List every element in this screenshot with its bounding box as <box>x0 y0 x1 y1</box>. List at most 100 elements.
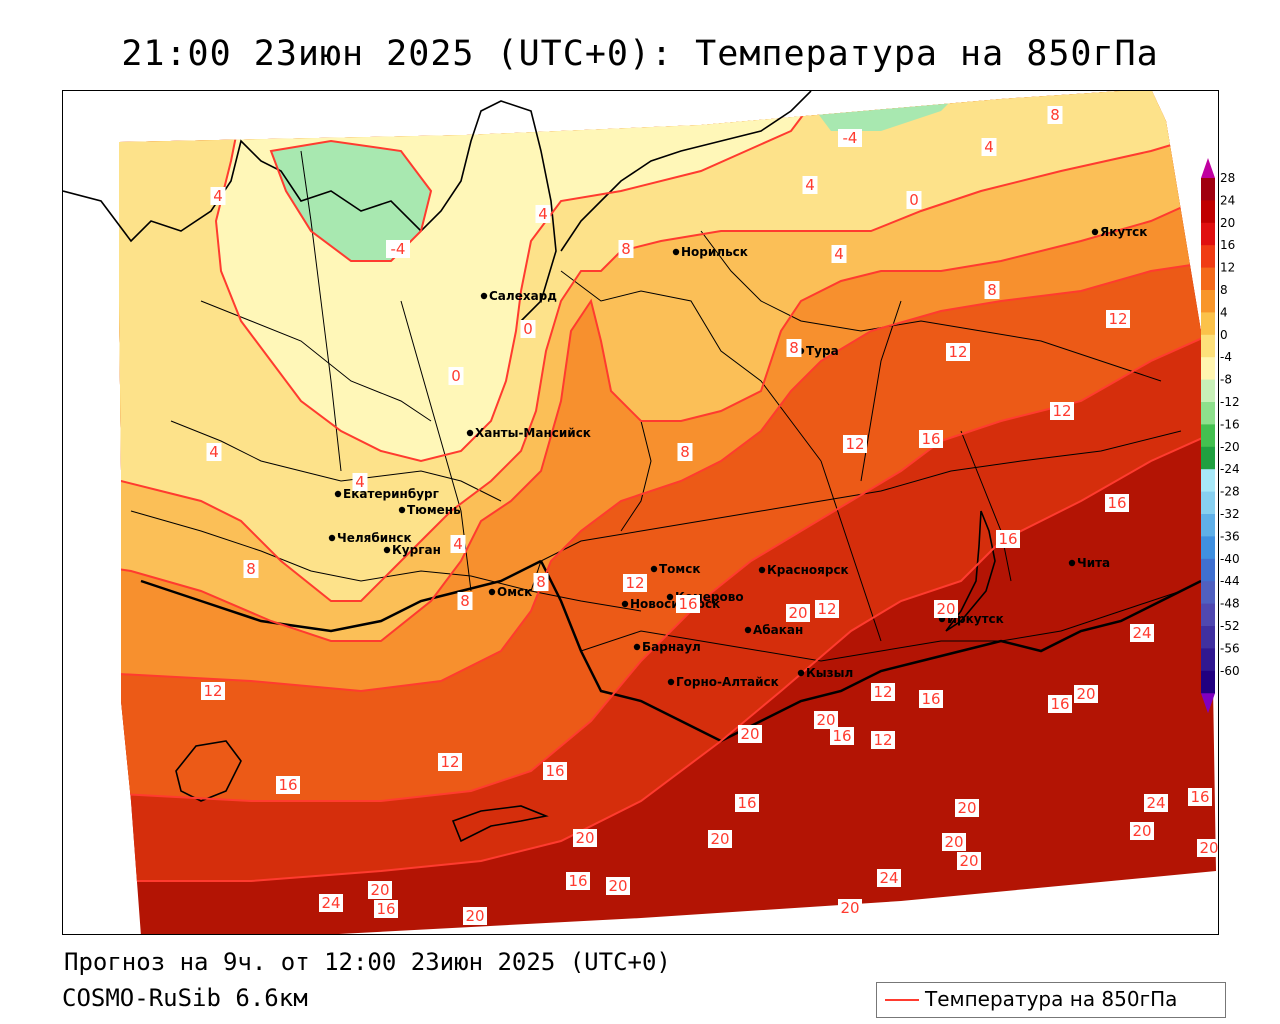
city-label: Кызыл <box>806 666 853 680</box>
isotherm-label: 20 <box>816 711 835 729</box>
isotherm-label: 4 <box>984 138 994 156</box>
isotherm-label-box <box>1047 106 1063 124</box>
colorbar-label: -48 <box>1220 597 1240 611</box>
isotherm-label-box <box>708 830 732 848</box>
isotherm-label-box <box>1130 624 1154 642</box>
colorbar-label: -16 <box>1220 417 1240 431</box>
isotherm-label-box <box>946 343 970 361</box>
colorbar-label: -24 <box>1220 462 1240 476</box>
city-label: Омск <box>497 585 532 599</box>
colorbar-label: -52 <box>1220 619 1240 633</box>
isotherm-label: 20 <box>465 907 484 925</box>
isotherm-label-box <box>450 535 466 553</box>
isotherm-label-box <box>814 711 838 729</box>
model-info: COSMO-RuSib 6.6км <box>62 984 308 1012</box>
isotherm-label: 12 <box>1108 310 1127 328</box>
isotherm-label-box <box>1105 494 1129 512</box>
map-panel[interactable]: Норильск Якутск Салехард Тура Ханты-Мансийск… <box>62 90 1219 935</box>
isotherm-label-box <box>735 794 759 812</box>
city-label: Курган <box>392 543 441 557</box>
map-title: 21:00 23июн 2025 (UTC+0): Температура на… <box>121 34 1159 74</box>
band-0 <box>119 91 821 461</box>
city-marker <box>758 566 766 574</box>
isotherm-label-box <box>871 683 895 701</box>
city-marker <box>666 593 674 601</box>
isotherm-label-box <box>838 899 862 917</box>
isotherm-label-box <box>243 560 259 578</box>
isotherm-label: 12 <box>440 753 459 771</box>
city-marker <box>672 248 680 256</box>
isotherm-label-box <box>919 690 943 708</box>
isotherm-label: 12 <box>625 574 644 592</box>
isotherm-label: 24 <box>1146 794 1165 812</box>
isotherm-label-box <box>677 443 693 461</box>
isotherm-label: 20 <box>710 830 729 848</box>
isotherm-label-box <box>843 435 867 453</box>
city-marker <box>667 678 675 686</box>
isotherm-label-box <box>1197 839 1218 857</box>
isotherm-label-box <box>838 129 862 147</box>
colorbar-label: 24 <box>1220 193 1235 207</box>
isotherm-label-box <box>623 574 647 592</box>
city-label: Челябинск <box>337 531 412 545</box>
isotherm-label-box <box>738 725 762 743</box>
isotherm-label-box <box>1130 822 1154 840</box>
isotherm-label: 12 <box>948 343 967 361</box>
isotherm-label: 20 <box>1132 822 1151 840</box>
colorbar-label: 16 <box>1220 238 1235 252</box>
isotherm-label: 8 <box>987 281 997 299</box>
isotherm-label: 12 <box>873 731 892 749</box>
isotherm-label: 16 <box>737 794 756 812</box>
isotherm-label-box <box>1106 310 1130 328</box>
forecast-info: Прогноз на 9ч. от 12:00 23июн 2025 (UTC+… <box>64 948 671 976</box>
colorbar-label: -40 <box>1220 552 1240 566</box>
isotherm-label-box <box>831 245 847 263</box>
isotherm-label: 8 <box>460 592 470 610</box>
isotherm-label: 8 <box>246 560 256 578</box>
isotherm-label-box <box>984 281 1000 299</box>
isotherm-label-box <box>463 907 487 925</box>
isotherm-label: 4 <box>213 187 223 205</box>
isotherm-label-box <box>906 191 922 209</box>
coastline <box>63 91 996 843</box>
contour-legend-label: Температура на 850гПа <box>925 987 1178 1011</box>
isotherm-label: 16 <box>998 530 1017 548</box>
city-marker <box>383 546 391 554</box>
isotherm-label: 4 <box>538 205 548 223</box>
isotherm-label-box <box>206 443 222 461</box>
city-marker <box>650 565 658 573</box>
isotherm-label-box <box>448 367 464 385</box>
isotherm-label: 24 <box>879 869 898 887</box>
isotherm-label-box <box>919 430 943 448</box>
city-marker <box>398 506 406 514</box>
isotherm-label-box <box>934 600 958 618</box>
isotherm-label: 16 <box>921 690 940 708</box>
isotherm-label: 0 <box>451 367 461 385</box>
city-label: Чита <box>1077 556 1110 570</box>
isotherm-label: -4 <box>843 129 858 147</box>
isotherm-label-box <box>815 600 839 618</box>
isotherm-label: 24 <box>1132 624 1151 642</box>
city-label: Якутск <box>1100 225 1147 239</box>
isotherm-label-box <box>386 240 410 258</box>
city-label: Тюмень <box>407 503 461 517</box>
colorbar-label: -36 <box>1220 529 1240 543</box>
isotherm-label-layer: 8 -4 4 4 0 4 4 -4 8 4 8 12 0 8 12 0 12 16 12 4 8 4 16 16 4 8 8 12 8 1… <box>201 106 1218 925</box>
isotherm-label: -4 <box>391 240 406 258</box>
isotherm-label-box <box>786 604 810 622</box>
isotherm-label: 16 <box>1050 695 1069 713</box>
isotherm-label-box <box>1188 788 1212 806</box>
city-label: Иркутск <box>947 612 1004 626</box>
isotherm-label: 16 <box>278 776 297 794</box>
isotherm-label-box <box>368 881 392 899</box>
isotherm-label-box <box>955 799 979 817</box>
isotherm-label-box <box>520 320 536 338</box>
isotherm-label-box <box>543 762 567 780</box>
isotherm-label-box <box>830 727 854 745</box>
isotherm-label: 20 <box>1076 685 1095 703</box>
isotherm-label: 4 <box>355 473 365 491</box>
city-marker <box>797 669 805 677</box>
isotherm-label-box <box>535 205 551 223</box>
isotherm-label-box <box>618 240 634 258</box>
isotherm-label: 8 <box>789 339 799 357</box>
